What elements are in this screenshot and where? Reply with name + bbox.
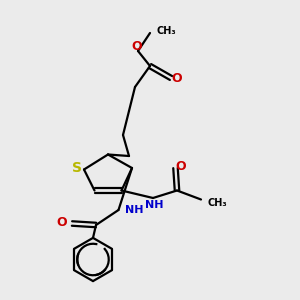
Text: S: S <box>72 161 82 175</box>
Text: O: O <box>56 215 67 229</box>
Text: O: O <box>171 71 182 85</box>
Text: O: O <box>176 160 186 173</box>
Text: CH₃: CH₃ <box>157 26 176 37</box>
Text: CH₃: CH₃ <box>207 197 226 208</box>
Text: O: O <box>131 40 142 53</box>
Text: NH: NH <box>125 205 144 215</box>
Text: NH: NH <box>145 200 164 210</box>
